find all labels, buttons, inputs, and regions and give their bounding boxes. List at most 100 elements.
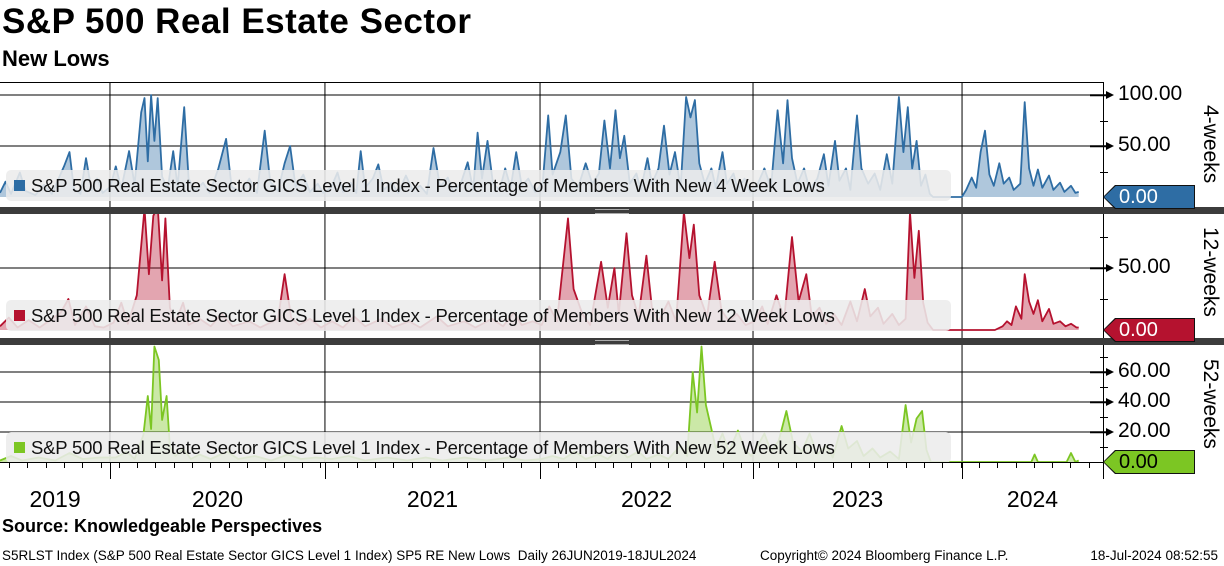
x-axis-month-tick [246, 463, 248, 468]
legend-label: S&P 500 Real Estate Sector GICS Level 1 … [31, 304, 835, 326]
axis-tick-label: 100.00 [1118, 82, 1183, 106]
axis-minor-tick [1100, 447, 1108, 448]
x-axis-month-tick [722, 463, 724, 468]
axis-tick-label: 40.00 [1118, 389, 1171, 413]
x-axis-line [0, 462, 1104, 463]
axis-tick-label: 50.00 [1118, 255, 1171, 279]
x-axis-month-tick [741, 463, 742, 468]
x-axis-month-tick [704, 463, 706, 468]
panel-axis-label-4-weeks: 4-weeks [1199, 104, 1222, 184]
x-axis-month-tick [356, 463, 358, 468]
x-axis-month-tick [1033, 463, 1035, 468]
x-axis-month-tick [576, 463, 578, 468]
x-axis-month-tick [521, 463, 523, 468]
x-axis-month-tick [978, 463, 980, 468]
x-axis-month-tick [759, 463, 761, 468]
x-axis-month-tick [539, 463, 541, 468]
axis-minor-tick [1100, 357, 1108, 358]
x-axis-month-tick [558, 463, 559, 468]
page-subtitle: New Lows [2, 46, 110, 71]
axis-minor-tick [1100, 120, 1108, 122]
x-axis-month-tick [137, 463, 139, 468]
x-axis-month-tick [448, 463, 450, 468]
x-axis-year-label: 2019 [29, 486, 81, 512]
x-axis-year-label: 2022 [620, 486, 673, 512]
panel-axis-label-12-weeks: 12-weeks [1199, 227, 1222, 317]
axis-tick-label: 20.00 [1118, 419, 1171, 443]
footer-index-info: S5RLST Index (S&P 500 Real Estate Sector… [2, 548, 697, 563]
x-axis-month-tick [466, 463, 468, 468]
x-axis-month-tick [887, 463, 889, 468]
x-axis-month-tick [686, 463, 688, 468]
right-axis-line [1103, 82, 1104, 479]
x-axis-month-tick [9, 463, 10, 468]
panel-separator-1[interactable] [0, 207, 1224, 214]
x-axis-year-label: 2020 [191, 486, 244, 512]
x-axis-month-tick [192, 463, 193, 468]
x-axis-month-tick [429, 463, 431, 468]
x-axis-month-tick [155, 463, 157, 468]
legend-4-weeks: S&P 500 Real Estate Sector GICS Level 1 … [6, 170, 951, 201]
x-axis-month-tick [649, 463, 651, 468]
x-axis-month-tick [320, 463, 322, 468]
legend-swatch-icon [14, 180, 25, 191]
x-axis-month-tick [997, 463, 999, 468]
axis-minor-tick [1100, 299, 1108, 300]
x-axis-month-tick [503, 463, 505, 468]
axis-minor-tick [1100, 417, 1108, 418]
x-axis-year-tick [324, 462, 326, 479]
last-value-tag-4-weeks: 0.00 [1103, 185, 1195, 209]
x-axis-month-tick [924, 463, 925, 468]
axis-tick-arrow-icon [1106, 398, 1114, 406]
separator-grip-icon[interactable] [595, 340, 629, 345]
x-axis-month-tick [795, 463, 797, 468]
footer-timestamp: 18-Jul-2024 08:52:55 [1090, 548, 1218, 563]
legend-12-weeks: S&P 500 Real Estate Sector GICS Level 1 … [6, 300, 951, 331]
x-axis-month-tick [905, 463, 907, 468]
value-tag-text: 0.00 [1104, 319, 1194, 341]
x-axis-month-tick [850, 463, 852, 468]
x-axis-month-tick [100, 463, 102, 468]
top-panel-border [0, 82, 1104, 83]
value-tag-text: 0.00 [1104, 451, 1194, 473]
x-axis-month-tick [118, 463, 120, 468]
panel-axis-label-52-weeks: 52-weeks [1199, 359, 1222, 449]
x-axis-year-label: 2023 [831, 486, 884, 512]
last-value-tag-12-weeks: 0.00 [1103, 318, 1195, 342]
axis-tick [1090, 371, 1106, 373]
axis-minor-tick [1100, 237, 1108, 238]
x-axis-month-tick [832, 463, 834, 468]
x-axis-month-tick [1070, 463, 1072, 468]
x-axis-year-tick [540, 462, 542, 479]
x-axis-month-tick [942, 463, 944, 468]
legend-52-weeks: S&P 500 Real Estate Sector GICS Level 1 … [6, 432, 951, 463]
x-axis-month-tick [210, 463, 212, 468]
x-axis-month-tick [594, 463, 596, 468]
value-tag-text: 0.00 [1104, 186, 1194, 208]
page-title: S&P 500 Real Estate Sector [2, 2, 472, 41]
x-axis-month-tick [265, 463, 267, 468]
x-axis-month-tick [283, 463, 285, 468]
x-axis-month-tick [1015, 463, 1017, 468]
axis-tick-arrow-icon [1106, 142, 1114, 150]
x-axis-month-tick [338, 463, 340, 468]
separator-grip-icon[interactable] [595, 209, 629, 214]
legend-swatch-icon [14, 310, 25, 321]
x-axis-year-tick [753, 462, 755, 479]
x-axis-month-tick [173, 463, 175, 468]
x-axis-month-tick [814, 463, 816, 468]
x-axis-month-tick [228, 463, 230, 468]
axis-tick [1090, 94, 1106, 96]
x-axis-month-tick [393, 463, 395, 468]
legend-swatch-icon [14, 442, 25, 453]
legend-label: S&P 500 Real Estate Sector GICS Level 1 … [31, 174, 825, 196]
x-axis-month-tick [667, 463, 669, 468]
axis-tick-label: 50.00 [1118, 133, 1171, 157]
x-axis-month-tick [301, 463, 303, 468]
last-value-tag-52-weeks: 0.00 [1103, 450, 1195, 474]
panel-separator-2[interactable] [0, 338, 1224, 345]
x-axis-month-tick [63, 463, 65, 468]
x-axis-month-tick [375, 463, 376, 468]
x-axis-month-tick [960, 463, 962, 468]
axis-tick [1090, 431, 1106, 433]
